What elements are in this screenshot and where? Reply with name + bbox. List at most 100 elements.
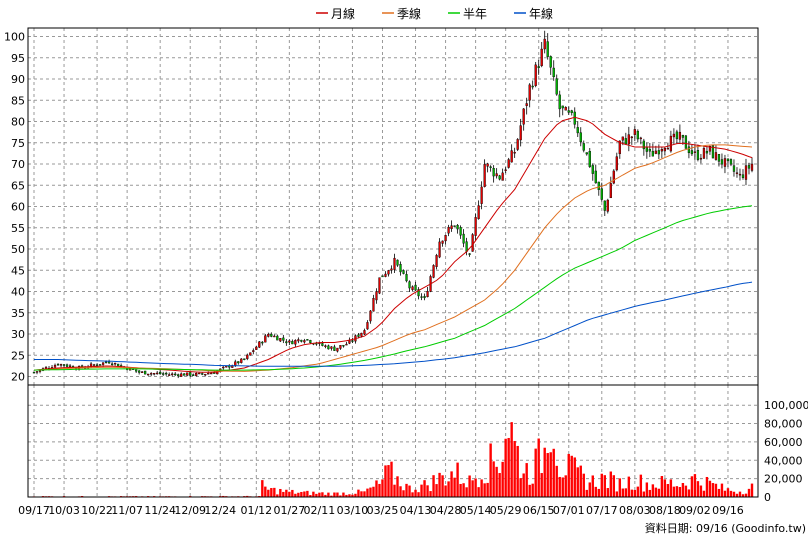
- date-tick-label-15: 05/29: [490, 504, 522, 517]
- candle-body: [391, 269, 393, 270]
- candle-body: [700, 158, 702, 159]
- candle-body: [180, 374, 182, 377]
- volume-bar: [622, 489, 624, 497]
- volume-bar: [336, 493, 338, 497]
- volume-bar: [718, 489, 720, 497]
- volume-bar: [691, 476, 693, 497]
- candle-body: [475, 217, 477, 235]
- candle-body: [463, 234, 465, 243]
- volume-bar: [375, 480, 377, 497]
- candle-body: [264, 336, 266, 343]
- candle-body: [379, 278, 381, 294]
- volume-bar: [360, 491, 362, 497]
- candle-body: [69, 366, 71, 367]
- volume-bar: [435, 484, 437, 497]
- volume-bar: [565, 475, 567, 497]
- candle-body: [631, 137, 633, 138]
- volume-bar: [550, 452, 552, 497]
- volume-bar: [634, 490, 636, 497]
- candle-body: [529, 85, 531, 100]
- candle-body: [508, 160, 510, 168]
- candle-body: [267, 334, 269, 336]
- date-tick-label-4: 11/24: [144, 504, 176, 517]
- candle-body: [517, 139, 519, 149]
- volume-bar: [432, 475, 434, 497]
- price-tick-label-15: 95: [11, 52, 25, 65]
- volume-bar: [643, 492, 645, 497]
- volume-bar: [652, 484, 654, 497]
- volume-bar: [538, 439, 540, 497]
- candle-body: [412, 287, 414, 290]
- volume-bar: [685, 486, 687, 497]
- volume-bar: [610, 472, 612, 497]
- candle-body: [376, 291, 378, 299]
- candle-body: [490, 167, 492, 168]
- volume-bar: [411, 492, 413, 497]
- candle-body: [715, 152, 717, 159]
- volume-bar: [453, 478, 455, 497]
- candle-body: [207, 373, 209, 374]
- candle-body: [577, 127, 579, 133]
- volume-bar: [583, 474, 585, 497]
- volume-bar: [444, 485, 446, 497]
- candle-body: [397, 260, 399, 265]
- candle-body: [424, 296, 426, 298]
- price-tick-label-1: 25: [11, 349, 25, 362]
- candle-body: [177, 375, 179, 376]
- price-tick-label-0: 20: [11, 371, 25, 384]
- candle-body: [682, 135, 684, 137]
- candle-body: [415, 285, 417, 290]
- volume-bar: [658, 489, 660, 497]
- volume-bar: [640, 475, 642, 497]
- volume-bar: [267, 490, 269, 497]
- volume-bar: [649, 490, 651, 497]
- candle-body: [96, 365, 98, 366]
- volume-bar: [270, 488, 272, 497]
- candle-body: [159, 372, 161, 374]
- candle-body: [484, 164, 486, 186]
- volume-bar: [393, 485, 395, 497]
- candle-body: [165, 373, 167, 374]
- volume-bar: [381, 479, 383, 497]
- candle-body: [57, 364, 59, 365]
- date-tick-label-13: 04/28: [430, 504, 462, 517]
- volume-bar: [447, 481, 449, 497]
- volume-bar: [544, 448, 546, 497]
- volume-bar: [387, 465, 389, 497]
- volume-bar: [724, 491, 726, 497]
- candle-body: [225, 366, 227, 367]
- volume-bar: [420, 485, 422, 497]
- price-tick-label-13: 85: [11, 94, 25, 107]
- volume-bar: [501, 462, 503, 497]
- volume-bar: [462, 483, 464, 497]
- candle-body: [511, 151, 513, 163]
- candle-body: [568, 111, 570, 113]
- candle-body: [330, 347, 332, 349]
- candle-body: [655, 151, 657, 154]
- volume-bar: [607, 488, 609, 497]
- candle-body: [535, 65, 537, 86]
- volume-bar: [613, 475, 615, 497]
- candle-body: [466, 242, 468, 252]
- date-tick-label-20: 08/18: [649, 504, 681, 517]
- candle-body: [436, 255, 438, 266]
- volume-bar: [465, 487, 467, 497]
- volume-bar: [628, 477, 630, 497]
- candle-body: [505, 170, 507, 171]
- candle-body: [409, 282, 411, 288]
- volume-bar: [516, 446, 518, 497]
- candle-body: [270, 334, 272, 336]
- volume-bar: [333, 492, 335, 497]
- date-tick-label-10: 03/10: [337, 504, 369, 517]
- volume-bar: [528, 485, 530, 497]
- volume-bar: [513, 441, 515, 497]
- candle-body: [670, 136, 672, 151]
- candle-body: [514, 152, 516, 153]
- date-tick-label-17: 07/01: [553, 504, 585, 517]
- candle-body: [153, 373, 155, 374]
- candle-body: [598, 182, 600, 190]
- volume-bar: [429, 491, 431, 497]
- volume-bar: [589, 482, 591, 497]
- candle-body: [487, 164, 489, 167]
